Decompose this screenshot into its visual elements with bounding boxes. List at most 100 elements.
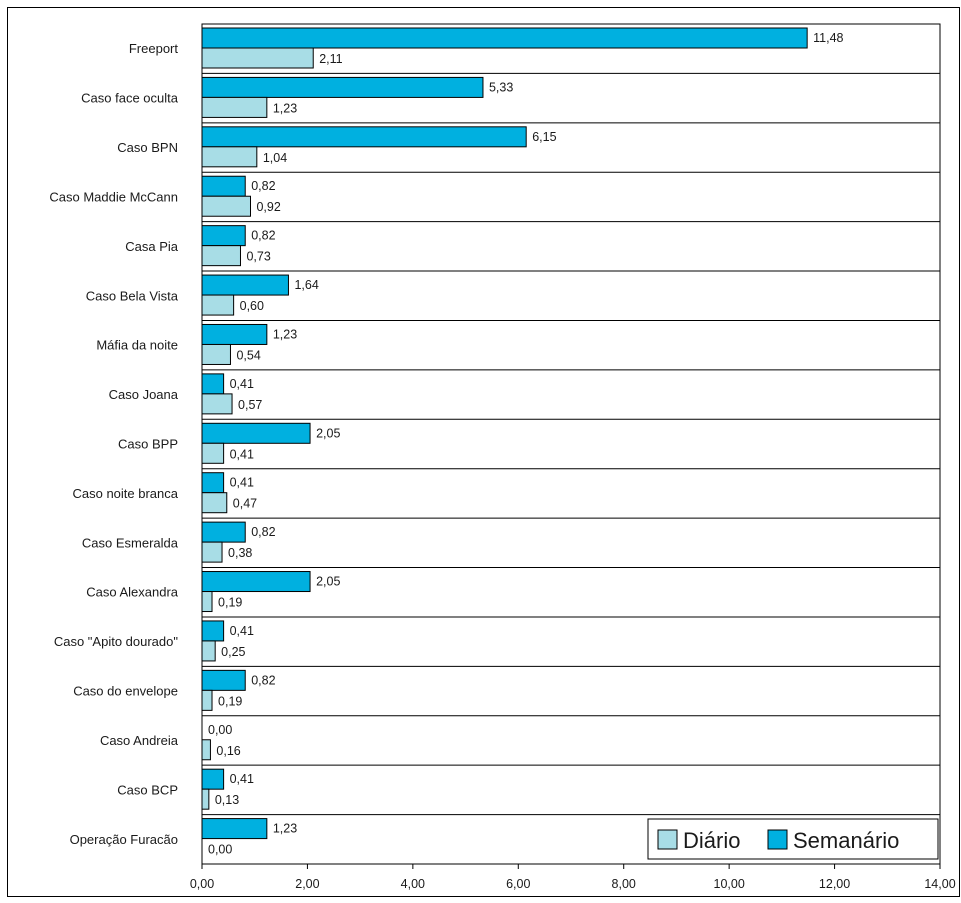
category-label: Caso BPN: [117, 140, 178, 155]
value-label-diario: 0,54: [236, 348, 260, 362]
value-label-diario: 0,19: [218, 596, 242, 610]
bar-semanario: [201, 373, 225, 395]
category-label: Máfia da noite: [96, 338, 178, 353]
category-label: Caso do envelope: [73, 684, 178, 699]
legend-swatch: [657, 829, 678, 850]
bar-semanario: [201, 422, 311, 444]
bar-diario: [201, 96, 268, 118]
category-label: Caso Andreia: [100, 733, 179, 748]
bar-diario: [201, 640, 216, 662]
value-label-diario: 2,11: [319, 52, 342, 66]
bar-diario: [201, 245, 241, 267]
x-tick-label: 6,00: [506, 877, 530, 891]
value-label-semanario: 0,82: [251, 229, 275, 243]
value-label-semanario: 0,41: [230, 476, 254, 490]
x-tick-label: 14,00: [924, 877, 955, 891]
bar-diario: [201, 492, 228, 514]
category-label: Operação Furacão: [70, 832, 178, 847]
bar-semanario: [201, 818, 268, 840]
outer-frame: [7, 7, 960, 897]
x-axis: 0,00 2,00 4,00 6,00 8,00 10,00 12,00 14,00: [190, 864, 956, 891]
category-label: Casa Pia: [125, 239, 179, 254]
value-label-semanario: 0,41: [230, 624, 254, 638]
bar-diario: [201, 294, 235, 316]
legend: Diário Semanário: [647, 818, 939, 860]
category-label: Caso Bela Vista: [86, 288, 179, 303]
bar-diario: [201, 393, 233, 415]
value-label-semanario: 1,64: [294, 278, 318, 292]
value-label-semanario: 1,23: [273, 822, 297, 836]
value-label-semanario: 1,23: [273, 327, 297, 341]
value-label-semanario: 5,33: [489, 80, 513, 94]
x-tick-label: 8,00: [612, 877, 636, 891]
value-label-diario: 1,23: [273, 101, 297, 115]
category-label: Freeport: [129, 41, 179, 56]
bar-semanario: [201, 76, 484, 98]
legend-label: Semanário: [793, 828, 899, 853]
value-label-semanario: 0,41: [230, 377, 254, 391]
bar-semanario: [201, 768, 225, 790]
value-label-diario: 0,60: [240, 299, 264, 313]
value-label-diario: 0,92: [256, 200, 280, 214]
bar-diario: [201, 343, 231, 365]
category-label: Caso BPP: [118, 437, 178, 452]
bar-diario: [201, 541, 223, 563]
value-label-diario: 1,04: [263, 151, 287, 165]
value-label-semanario: 2,05: [316, 575, 340, 589]
plot-area-frame: [201, 23, 941, 865]
category-label: Caso Esmeralda: [82, 535, 179, 550]
value-label-diario: 0,38: [228, 546, 252, 560]
value-label-diario: 0,19: [218, 694, 242, 708]
bar-diario: [201, 739, 211, 761]
legend-label: Diário: [683, 828, 740, 853]
bar-semanario: [201, 521, 246, 543]
bar-diario: [201, 788, 210, 810]
bar-diario: [201, 47, 314, 69]
value-label-diario: 0,16: [216, 744, 240, 758]
legend-box: [647, 818, 939, 860]
value-label-semanario: 0,82: [251, 525, 275, 539]
value-label-semanario: 6,15: [532, 130, 556, 144]
legend-swatch: [767, 829, 788, 850]
category-label: Caso Maddie McCann: [49, 189, 178, 204]
bar-semanario: [201, 126, 527, 148]
bar-diario: [201, 689, 213, 711]
bars-layer: [201, 27, 808, 840]
x-tick-label: 10,00: [714, 877, 745, 891]
category-label: Caso Joana: [109, 387, 179, 402]
category-label: Caso BCP: [117, 782, 178, 797]
bar-semanario: [201, 571, 311, 593]
x-tick-label: 4,00: [401, 877, 425, 891]
value-label-semanario: 0,41: [230, 772, 254, 786]
value-label-diario: 0,13: [215, 793, 239, 807]
value-label-diario: 0,73: [246, 250, 270, 264]
bar-diario: [201, 591, 213, 613]
category-label: Caso noite branca: [72, 486, 178, 501]
value-label-semanario: 0,82: [251, 673, 275, 687]
value-label-diario: 0,41: [230, 447, 254, 461]
bar-diario: [201, 146, 258, 168]
bar-semanario: [201, 175, 246, 197]
category-label: Caso "Apito dourado": [54, 634, 179, 649]
bar-semanario: [201, 472, 225, 494]
value-label-diario: 0,25: [221, 645, 245, 659]
value-label-semanario: 2,05: [316, 426, 340, 440]
value-label-semanario: 11,48: [813, 31, 843, 45]
bar-semanario: [201, 620, 225, 642]
bar-diario: [201, 442, 225, 464]
bar-diario: [201, 195, 251, 217]
value-label-diario: 0,47: [233, 497, 257, 511]
value-label-diario: 0,57: [238, 398, 262, 412]
x-tick-label: 12,00: [819, 877, 850, 891]
bar-semanario: [201, 669, 246, 691]
value-label-diario: 0,00: [208, 843, 232, 857]
value-label-semanario: 0,00: [208, 723, 232, 737]
category-label: Caso Alexandra: [86, 585, 179, 600]
grid-layer: [201, 23, 941, 865]
labels-layer: Freeport 11,48 2,11 Caso face oculta 5,33 1,2…: [49, 31, 843, 857]
x-tick-label: 0,00: [190, 877, 214, 891]
bar-semanario: [201, 274, 289, 296]
bar-semanario: [201, 323, 268, 345]
